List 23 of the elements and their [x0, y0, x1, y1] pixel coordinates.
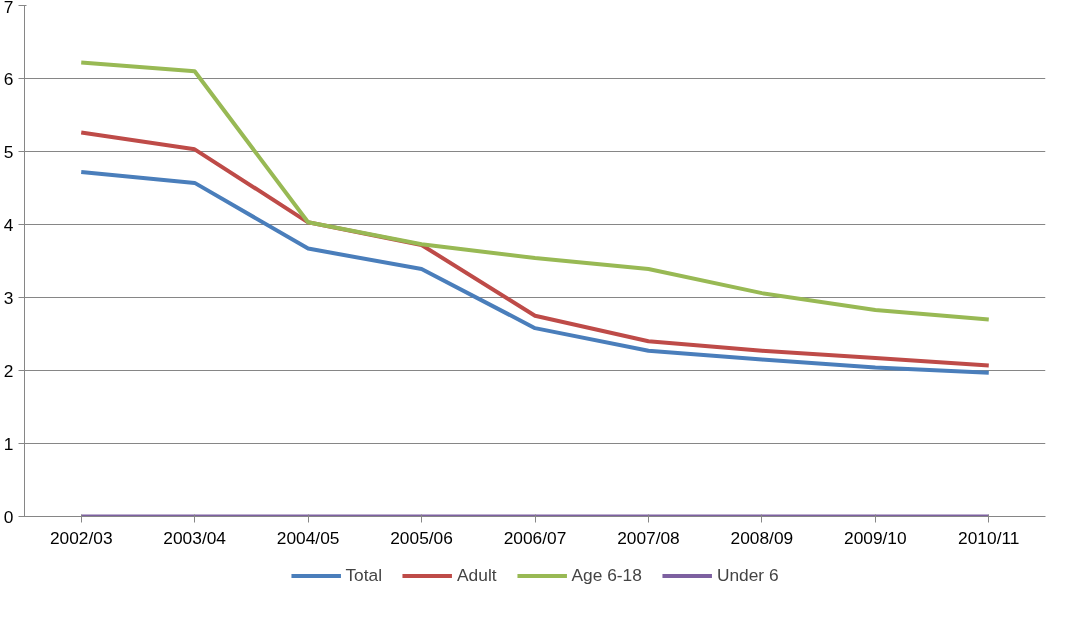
line-series: [79, 169, 991, 375]
legend-label: Total: [345, 564, 383, 586]
line-series: [79, 60, 991, 322]
x-tick-label: 2002/03: [49, 527, 113, 548]
y-tick-label: 6: [3, 68, 14, 89]
x-tick-label: 2004/05: [276, 527, 340, 548]
legend-label: Adult: [457, 564, 497, 586]
y-tick-label: 7: [3, 0, 14, 17]
x-tick-label: 2005/06: [390, 527, 453, 548]
x-tick-label: 2009/10: [844, 527, 907, 548]
y-tick-label: 2: [3, 360, 14, 381]
legend-label: Under 6: [716, 564, 779, 586]
x-tick-label: 2007/08: [617, 527, 680, 548]
y-tick-label: 3: [3, 287, 14, 308]
y-tick-label: 1: [3, 433, 14, 454]
legend-label: Age 6-18: [571, 564, 642, 586]
y-tick-label: 4: [3, 214, 14, 235]
x-tick-label: 2010/11: [958, 527, 1020, 548]
x-tick-label: 2008/09: [730, 527, 794, 548]
x-tick-label: 2003/04: [163, 527, 227, 548]
y-tick-label: 5: [3, 141, 14, 162]
x-tick-label: 2006/07: [503, 527, 567, 548]
y-tick-label: 0: [3, 506, 14, 527]
